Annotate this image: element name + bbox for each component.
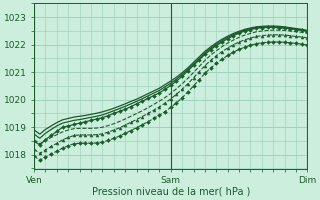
- X-axis label: Pression niveau de la mer( hPa ): Pression niveau de la mer( hPa ): [92, 187, 250, 197]
